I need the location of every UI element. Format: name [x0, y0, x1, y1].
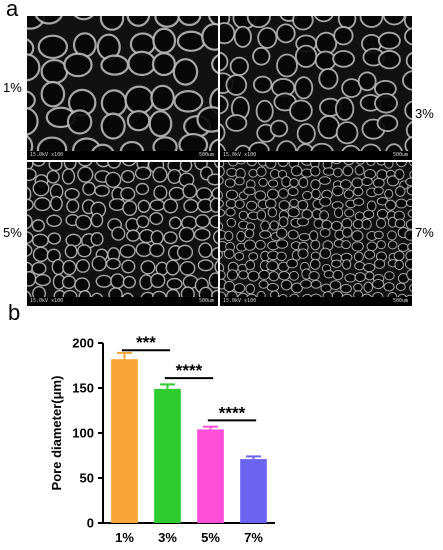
y-tick-label: 0 [87, 516, 94, 531]
sem-image-1: 15.0kV x100 500um [27, 16, 218, 160]
concentration-label-4: 7% [415, 225, 434, 240]
sem-image-grid: 15.0kV x100 500um 15.0kV x100 500um 15.0… [27, 16, 412, 306]
significance-label-3: **** [219, 403, 246, 422]
significance-label-2: **** [176, 361, 203, 380]
y-tick-label: 50 [80, 471, 94, 486]
sem-texture-4 [220, 162, 412, 306]
sem-scale-4: 500um [392, 298, 408, 304]
sem-image-3: 15.0kV x100 500um [27, 162, 218, 306]
sem-texture-2 [220, 16, 412, 160]
sem-image-4: 15.0kV x100 500um [220, 162, 412, 306]
sem-scale-2: 500um [392, 152, 408, 158]
panel-label-b: b [8, 300, 21, 325]
y-tick-label: 150 [72, 381, 94, 396]
x-tick-label: 1% [115, 530, 134, 545]
bar-1 [111, 359, 138, 523]
panel-label-a: a [6, 0, 19, 21]
sem-texture-1 [27, 16, 218, 160]
sem-meta-2: 15.0kV x100 [223, 152, 257, 158]
concentration-label-1: 1% [3, 80, 22, 95]
y-axis-label: Pore diameter(μm) [49, 376, 64, 491]
pore-diameter-chart: 0 50 100 150 200 Pore diameter(μm) 1% 3% 5% 7% ***… [49, 333, 275, 545]
bar-4 [240, 459, 267, 523]
x-tick-label: 3% [158, 530, 177, 545]
sem-meta-3: 15.0kV x100 [30, 298, 64, 304]
y-tick-label: 200 [72, 336, 94, 351]
significance-label-1: *** [136, 333, 156, 352]
concentration-label-2: 3% [415, 106, 434, 121]
x-tick-label: 5% [201, 530, 220, 545]
sem-image-2: 15.0kV x100 500um [220, 16, 412, 160]
concentration-label-3: 5% [3, 225, 22, 240]
y-tick-label: 100 [72, 426, 94, 441]
sem-scale-1: 500um [198, 152, 214, 158]
bar-3 [197, 429, 224, 523]
sem-meta-1: 15.0kV x100 [30, 152, 64, 158]
bar-2 [154, 388, 181, 523]
sem-texture-3 [27, 162, 218, 306]
sem-meta-4: 15.0kV x100 [223, 298, 257, 304]
x-tick-label: 7% [244, 530, 263, 545]
sem-scale-3: 500um [198, 298, 214, 304]
